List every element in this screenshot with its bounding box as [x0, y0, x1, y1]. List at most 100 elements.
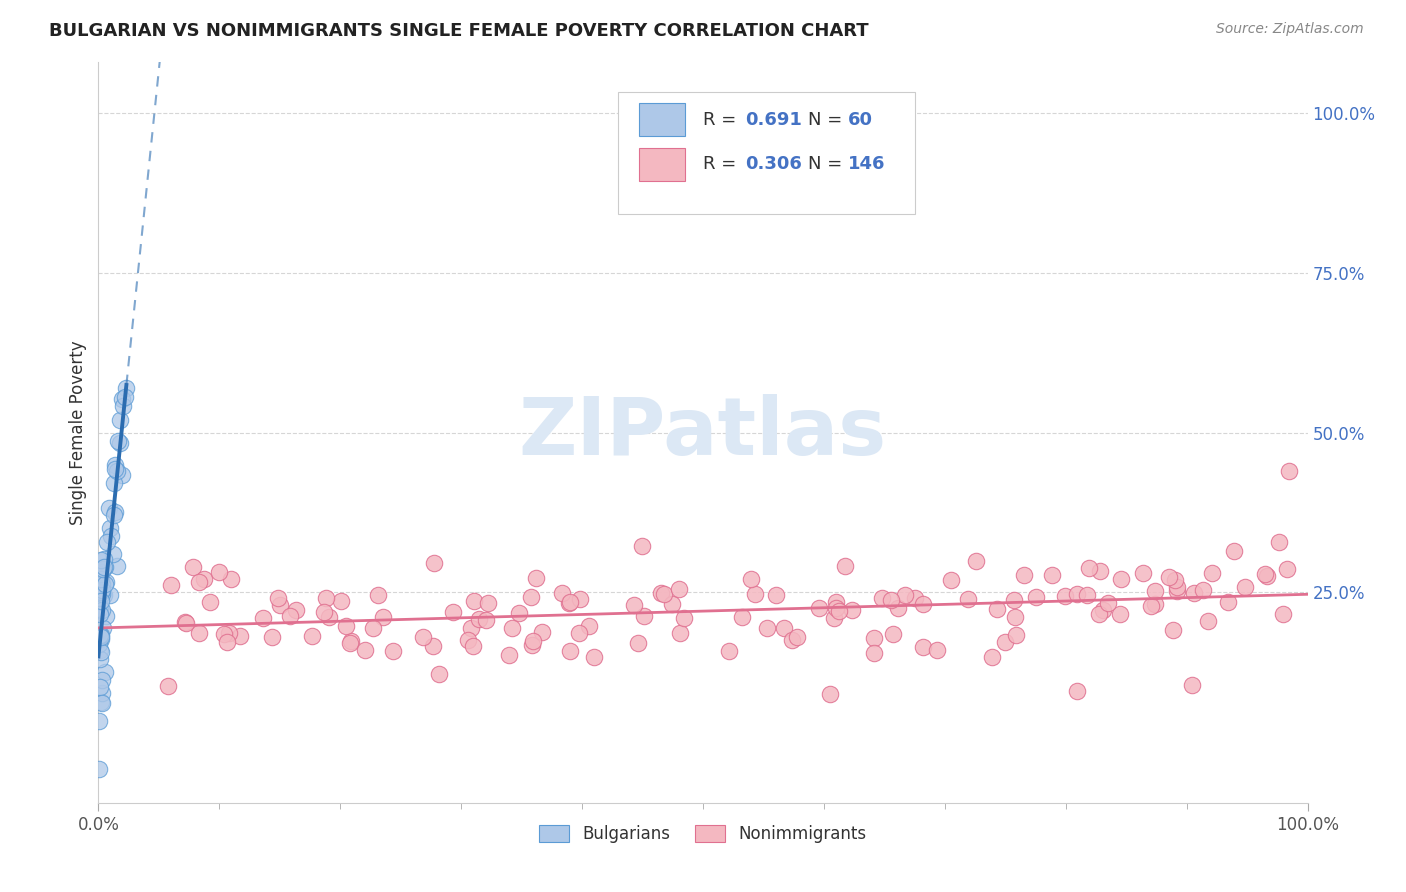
Point — [887, 601, 910, 615]
Text: 0.691: 0.691 — [745, 111, 803, 128]
Point — [108, 413, 131, 427]
Point — [314, 605, 336, 619]
Point — [807, 601, 830, 615]
Point — [825, 595, 848, 609]
Text: 146: 146 — [848, 155, 886, 173]
Point — [90, 695, 112, 709]
Point — [1053, 590, 1076, 604]
Point — [111, 392, 134, 407]
Point — [862, 646, 884, 660]
Point — [174, 616, 197, 631]
Point — [91, 686, 114, 700]
Point — [89, 607, 111, 622]
Point — [90, 673, 112, 687]
Point — [1004, 609, 1026, 624]
Point — [98, 589, 121, 603]
Point — [1254, 566, 1277, 581]
Point — [582, 650, 605, 665]
Point — [93, 552, 115, 566]
Point — [520, 591, 543, 605]
Point — [94, 576, 117, 591]
Point — [501, 621, 523, 635]
Point — [1066, 684, 1088, 698]
Point — [568, 626, 591, 640]
Point — [1144, 597, 1167, 611]
Point — [623, 598, 645, 612]
Point — [1111, 572, 1133, 586]
Point — [98, 520, 121, 534]
Point — [755, 621, 778, 635]
Point — [105, 559, 128, 574]
Text: R =: R = — [703, 111, 737, 128]
Point — [339, 636, 361, 650]
Point — [1144, 584, 1167, 599]
Point — [1233, 581, 1256, 595]
Point — [818, 687, 841, 701]
Point — [994, 635, 1017, 649]
Point — [578, 619, 600, 633]
Point — [97, 501, 120, 516]
Point — [1216, 595, 1239, 609]
Point — [1192, 582, 1215, 597]
Point — [834, 559, 856, 574]
Point — [965, 554, 987, 568]
Text: Source: ZipAtlas.com: Source: ZipAtlas.com — [1216, 22, 1364, 37]
Point — [93, 588, 115, 602]
Point — [1076, 588, 1098, 602]
Point — [825, 601, 848, 615]
Point — [980, 649, 1002, 664]
Point — [569, 591, 592, 606]
Point — [718, 643, 741, 657]
Point — [1139, 599, 1161, 614]
Point — [260, 630, 283, 644]
Text: 0.306: 0.306 — [745, 155, 803, 173]
Point — [558, 596, 581, 610]
Y-axis label: Single Female Poverty: Single Female Poverty — [69, 341, 87, 524]
Point — [863, 631, 886, 645]
FancyBboxPatch shape — [638, 147, 685, 181]
Point — [912, 597, 935, 611]
Point — [460, 621, 482, 635]
Point — [650, 586, 672, 600]
Point — [280, 608, 302, 623]
Point — [841, 603, 863, 617]
Point — [1040, 568, 1063, 582]
Text: R =: R = — [703, 155, 737, 173]
Point — [1088, 564, 1111, 578]
Point — [441, 605, 464, 619]
Point — [772, 621, 794, 635]
Point — [103, 508, 125, 523]
Point — [160, 578, 183, 592]
Point — [89, 643, 111, 657]
Point — [508, 606, 530, 620]
Point — [90, 632, 112, 646]
Point — [174, 615, 197, 629]
Point — [1161, 623, 1184, 637]
Point — [1197, 614, 1219, 628]
Point — [633, 609, 655, 624]
Text: N =: N = — [808, 155, 842, 173]
Point — [520, 638, 543, 652]
Point — [91, 622, 114, 636]
Point — [93, 560, 115, 574]
Point — [1025, 590, 1047, 604]
Point — [1002, 593, 1025, 607]
Point — [315, 591, 337, 606]
Point — [361, 621, 384, 635]
Point — [986, 602, 1008, 616]
Point — [1078, 561, 1101, 575]
Point — [957, 592, 980, 607]
Point — [669, 626, 692, 640]
FancyBboxPatch shape — [638, 103, 685, 136]
Point — [1159, 570, 1181, 584]
Point — [373, 609, 395, 624]
Point — [354, 643, 377, 657]
Point — [90, 696, 112, 710]
Point — [1182, 586, 1205, 600]
Point — [90, 603, 112, 617]
Point — [551, 585, 574, 599]
Point — [108, 435, 131, 450]
Point — [477, 596, 499, 610]
Point — [661, 597, 683, 611]
Point — [89, 652, 111, 666]
